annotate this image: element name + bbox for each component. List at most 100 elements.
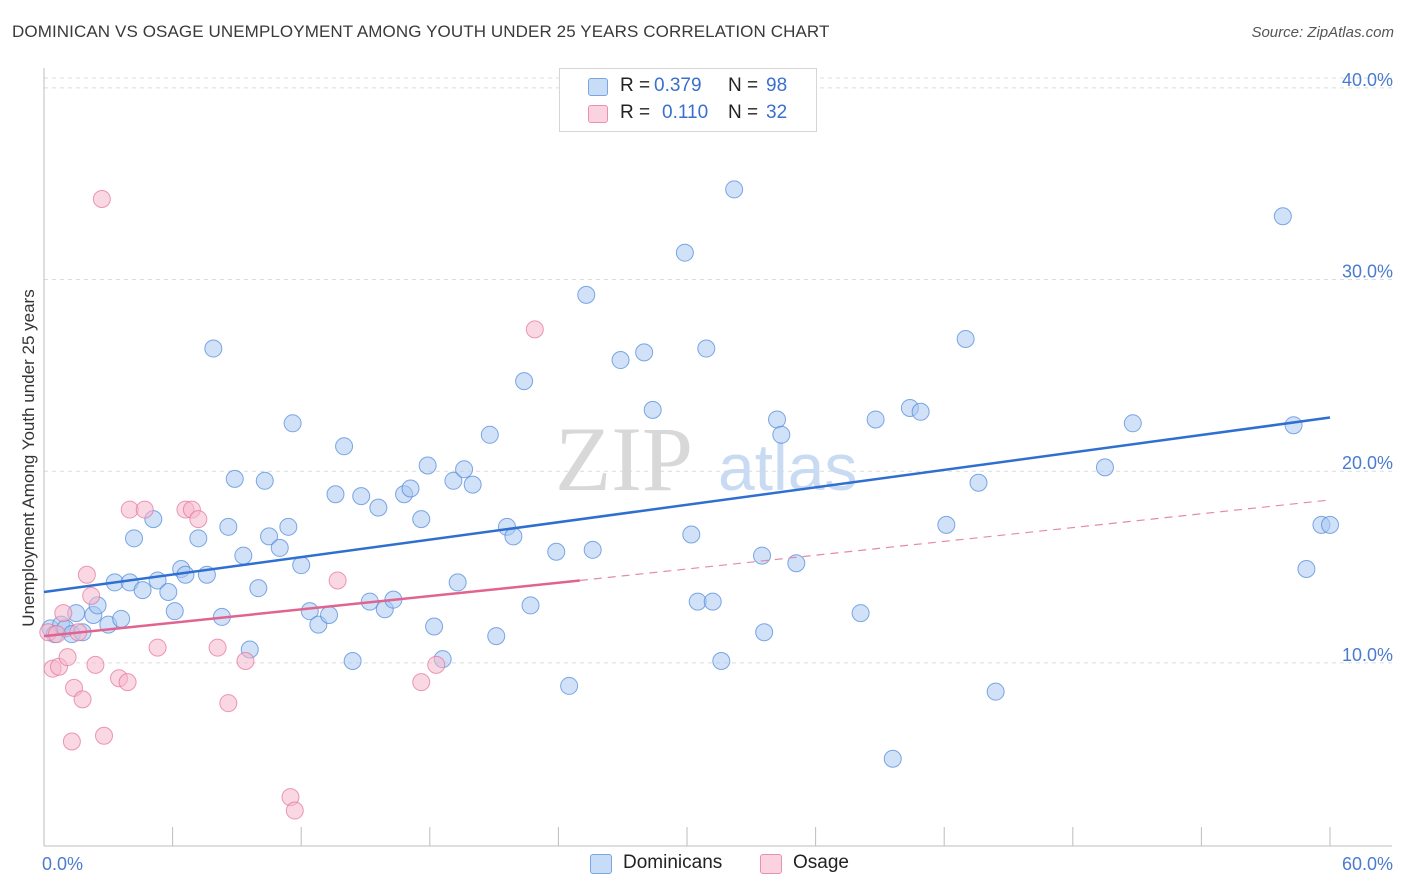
y-axis-label: Unemployment Among Youth under 25 years xyxy=(19,289,38,626)
point-dominicans xyxy=(911,402,930,421)
point-osage xyxy=(412,673,431,692)
point-dominicans xyxy=(225,469,244,488)
y-tick-label: 40.0% xyxy=(1342,70,1393,90)
point-dominicans xyxy=(725,180,744,199)
legend-r-label: R = xyxy=(620,102,651,123)
point-dominicans xyxy=(635,343,654,362)
point-dominicans xyxy=(515,372,534,391)
point-dominicans xyxy=(753,546,772,565)
point-dominicans xyxy=(133,581,152,600)
point-dominicans xyxy=(611,351,630,370)
data-points xyxy=(39,180,1339,820)
point-dominicans xyxy=(969,473,988,492)
x-tick-label: 0.0% xyxy=(42,854,83,874)
point-dominicans xyxy=(682,525,701,544)
grid-lines xyxy=(44,77,1392,664)
series-label-dominicans: Dominicans xyxy=(623,852,723,873)
point-dominicans xyxy=(1321,515,1339,534)
point-dominicans xyxy=(937,515,956,534)
point-dominicans xyxy=(883,749,902,768)
trend-line-dominicans xyxy=(43,416,1331,594)
point-osage xyxy=(208,638,227,657)
point-dominicans xyxy=(866,410,885,429)
point-osage xyxy=(58,648,77,667)
point-dominicans xyxy=(343,652,362,671)
point-dominicans xyxy=(292,556,311,575)
point-dominicans xyxy=(270,538,289,557)
point-dominicans xyxy=(112,609,131,628)
point-dominicans xyxy=(480,425,499,444)
point-dominicans xyxy=(851,604,870,623)
point-dominicans xyxy=(219,517,238,536)
point-dominicans xyxy=(768,410,787,429)
point-osage xyxy=(236,652,255,671)
point-dominicans xyxy=(255,471,274,490)
point-dominicans xyxy=(448,573,467,592)
point-dominicans xyxy=(697,339,716,358)
point-dominicans xyxy=(352,487,371,506)
point-dominicans xyxy=(1284,416,1303,435)
point-dominicans xyxy=(755,623,774,642)
legend-swatch-dominicans xyxy=(588,78,608,96)
legend-n-value: 98 xyxy=(766,75,788,96)
point-osage xyxy=(92,190,111,209)
point-osage xyxy=(189,510,208,529)
point-dominicans xyxy=(688,592,707,611)
point-dominicans xyxy=(772,425,791,444)
legend-n-label: N = xyxy=(728,75,759,96)
point-dominicans xyxy=(712,652,731,671)
point-dominicans xyxy=(401,479,420,498)
point-dominicans xyxy=(547,542,566,561)
point-dominicans xyxy=(577,285,596,304)
point-dominicans xyxy=(675,243,694,262)
point-dominicans xyxy=(986,682,1005,701)
watermark: ZIP atlas xyxy=(555,408,857,510)
point-dominicans xyxy=(1095,458,1114,477)
point-dominicans xyxy=(643,400,662,419)
point-dominicans xyxy=(260,527,279,546)
point-dominicans xyxy=(463,475,482,494)
x-tick-label: 60.0% xyxy=(1342,854,1393,874)
point-dominicans xyxy=(444,471,463,490)
point-dominicans xyxy=(504,527,523,546)
point-dominicans xyxy=(1273,207,1292,226)
point-osage xyxy=(148,638,167,657)
point-dominicans xyxy=(335,437,354,456)
point-osage xyxy=(118,673,137,692)
legend-n-value: 32 xyxy=(766,102,788,123)
point-dominicans xyxy=(279,517,298,536)
point-osage xyxy=(77,565,96,584)
point-osage xyxy=(73,690,92,709)
point-dominicans xyxy=(125,529,144,548)
y-tick-label: 30.0% xyxy=(1342,262,1393,282)
point-dominicans xyxy=(204,339,223,358)
correlation-legend: R = 0.379 N = 98 R = 0.110 N = 32 xyxy=(559,68,817,132)
point-dominicans xyxy=(234,546,253,565)
point-dominicans xyxy=(412,510,431,529)
point-osage xyxy=(525,320,544,339)
point-osage xyxy=(86,655,105,674)
point-dominicans xyxy=(787,554,806,573)
chart-title: DOMINICAN VS OSAGE UNEMPLOYMENT AMONG YO… xyxy=(12,22,830,41)
point-dominicans xyxy=(326,485,345,504)
point-dominicans xyxy=(455,460,474,479)
y-tick-label: 20.0% xyxy=(1342,453,1393,473)
tick-labels: 10.0% 20.0% 30.0% 40.0% 0.0% 60.0% xyxy=(42,70,1393,874)
point-dominicans xyxy=(418,456,437,475)
point-osage xyxy=(120,500,139,519)
legend-r-value: 0.379 xyxy=(654,75,702,96)
legend-r-value: 0.110 xyxy=(662,102,709,123)
series-legend: Dominicans Osage xyxy=(590,852,890,876)
trend-line-osage xyxy=(43,579,580,638)
series-label-osage: Osage xyxy=(793,852,849,873)
point-dominicans xyxy=(1123,414,1142,433)
point-osage xyxy=(427,655,446,674)
point-dominicans xyxy=(165,602,184,621)
point-dominicans xyxy=(560,676,579,695)
point-dominicans xyxy=(956,329,975,348)
point-osage xyxy=(135,500,154,519)
trend-lines xyxy=(43,416,1331,638)
point-dominicans xyxy=(189,529,208,548)
point-osage xyxy=(328,571,347,590)
point-osage xyxy=(95,726,114,745)
